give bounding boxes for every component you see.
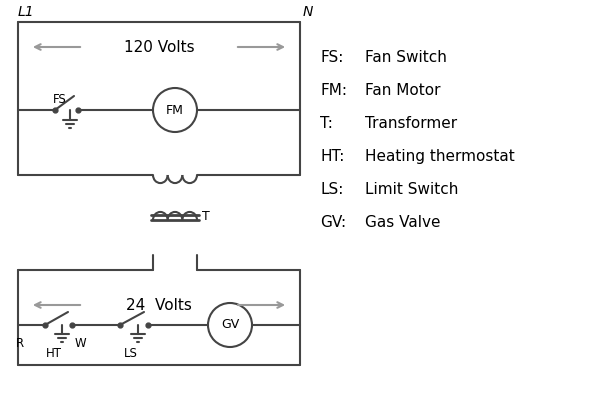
Text: 24  Volts: 24 Volts [126, 298, 192, 312]
Text: GV: GV [221, 318, 239, 332]
Text: R: R [16, 337, 24, 350]
Text: FM:: FM: [320, 83, 347, 98]
Text: FM: FM [166, 104, 184, 116]
Text: Gas Valve: Gas Valve [365, 215, 441, 230]
Text: Transformer: Transformer [365, 116, 457, 131]
Text: W: W [75, 337, 87, 350]
Text: GV:: GV: [320, 215, 346, 230]
Text: L1: L1 [18, 5, 35, 19]
Text: FS:: FS: [320, 50, 343, 65]
Text: Limit Switch: Limit Switch [365, 182, 458, 197]
Text: N: N [303, 5, 313, 19]
Text: Heating thermostat: Heating thermostat [365, 149, 514, 164]
Text: LS: LS [124, 347, 138, 360]
Text: HT:: HT: [320, 149, 345, 164]
Text: T: T [202, 210, 210, 224]
Text: HT: HT [45, 347, 61, 360]
Text: LS:: LS: [320, 182, 343, 197]
Text: FS: FS [53, 93, 67, 106]
Text: Fan Motor: Fan Motor [365, 83, 441, 98]
Text: 120 Volts: 120 Volts [124, 40, 194, 54]
Text: T:: T: [320, 116, 333, 131]
Text: Fan Switch: Fan Switch [365, 50, 447, 65]
